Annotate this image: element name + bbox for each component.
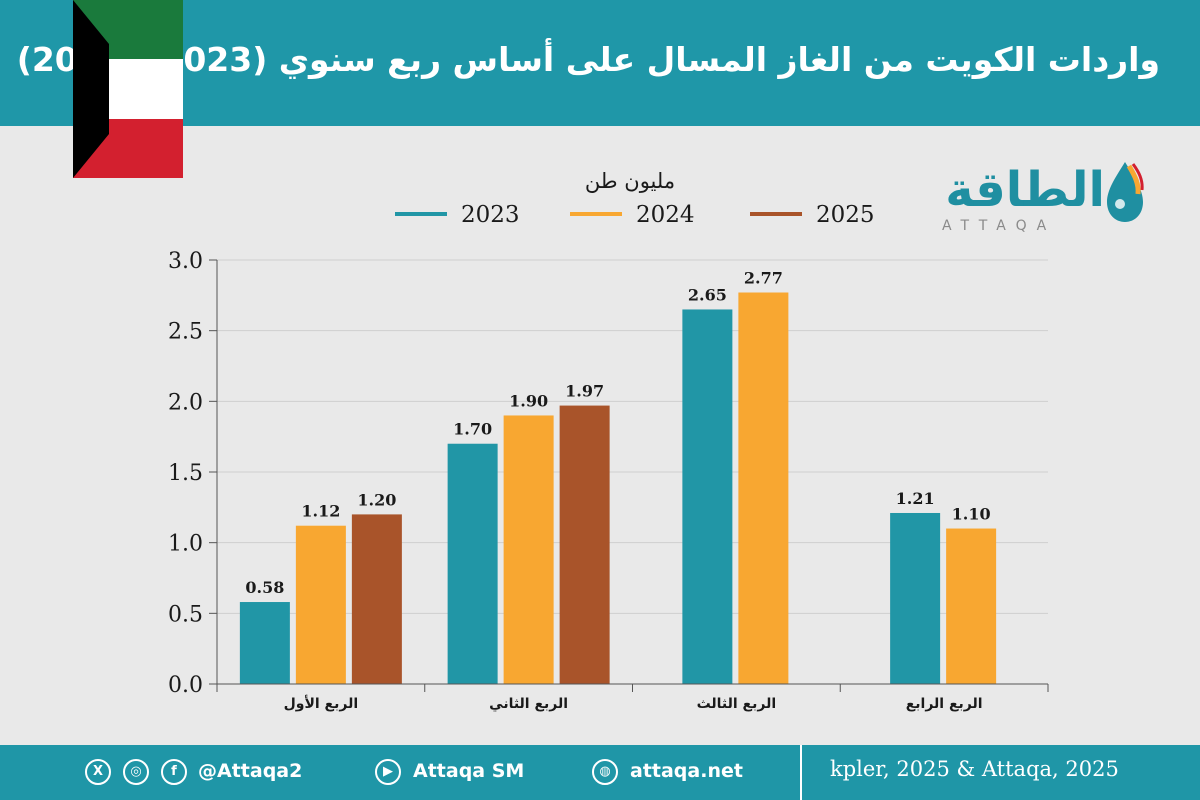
instagram-icon[interactable]: ◎ [123,759,149,785]
kuwait-flag-icon [73,0,183,178]
data-label: 1.70 [453,420,492,439]
flame-drop-icon [1107,162,1144,222]
legend-label-2023: 2023 [461,202,520,228]
data-label: 2.77 [744,269,783,288]
logo-arabic-text: الطاقة [945,162,1105,218]
bar-2025 [559,405,610,684]
data-label: 1.12 [301,502,340,521]
y-tick-label: 2.5 [168,320,203,345]
y-axis: 0.0 0.5 1.0 1.5 2.0 2.5 3.0 [168,249,218,698]
legend: 2023 2024 2025 [395,202,875,228]
source-text: kpler, 2025 & Attaqa, 2025 [830,757,1119,781]
y-tick-label: 1.5 [168,461,203,486]
legend-label-2025: 2025 [816,202,875,228]
data-label: 1.10 [952,505,991,524]
y-tick-label: 1.0 [168,532,203,557]
x-category-label: الربع الثاني [489,696,568,712]
data-label: 0.58 [245,578,284,597]
bar-2023 [239,602,290,684]
bar-2025 [351,514,402,684]
bar-2024 [295,525,346,684]
y-tick-label: 0.5 [168,602,203,627]
y-tick-label: 3.0 [168,249,203,274]
bar-2023 [682,309,733,684]
unit-label: مليون طن [585,169,675,193]
x-icon[interactable]: X [85,759,111,785]
bar-2023 [890,512,941,684]
data-label: 1.20 [357,490,396,509]
bars: 0.58 1.12 1.20 1.70 1.90 1.97 2.65 2.77 1.21 1.10 [239,269,997,684]
y-tick-label: 0.0 [168,673,203,698]
x-category-label: الربع الثالث [697,696,777,712]
globe-icon[interactable]: ◍ [592,759,618,785]
y-tick-label: 2.0 [168,390,203,415]
data-label: 1.97 [565,382,604,401]
bar-2023 [447,443,498,684]
twitter-handle[interactable]: @Attaqa2 [198,760,303,782]
x-category-label: الربع الأول [284,695,359,712]
data-label: 2.65 [688,285,727,304]
logo-english-text: ATTAQA [942,218,1057,234]
bar-2024 [946,528,997,684]
data-label: 1.21 [896,489,935,508]
x-axis: الربع الأول الربع الثاني الربع الثالث الربع… [216,683,1049,712]
attaqa-logo: الطاقة ATTAQA [930,160,1145,235]
footer-divider [800,745,802,800]
legend-label-2024: 2024 [636,202,695,228]
x-category-label: الربع الرابع [906,696,983,712]
facebook-icon[interactable]: f [161,759,187,785]
bar-2024 [738,292,789,684]
bar-2024 [503,415,554,684]
data-label: 1.90 [509,391,548,410]
website-link[interactable]: attaqa.net [630,760,743,782]
youtube-icon[interactable]: ▶ [375,759,401,785]
footer-bar: X ◎ f @Attaqa2 ▶ Attaqa SM ◍ attaqa.net … [0,745,1200,800]
youtube-channel[interactable]: Attaqa SM [413,760,525,782]
